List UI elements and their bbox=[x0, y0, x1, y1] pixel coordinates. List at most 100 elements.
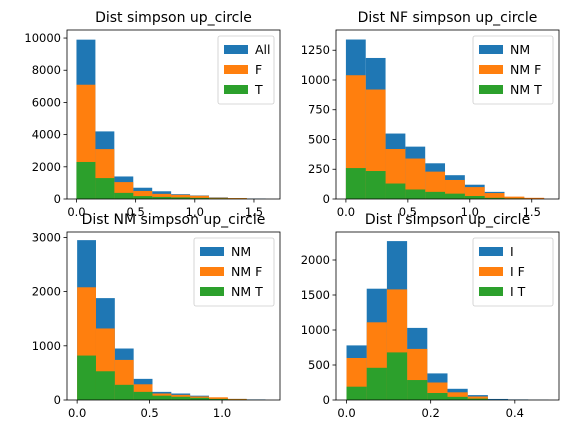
y-tick-label: 0 bbox=[54, 393, 61, 407]
legend-label: NM bbox=[231, 244, 251, 259]
histogram-bar bbox=[171, 194, 191, 199]
histogram-bar bbox=[152, 196, 172, 199]
legend-swatch bbox=[224, 85, 248, 94]
y-tick-label: 250 bbox=[308, 162, 330, 176]
legend-label: NM bbox=[510, 42, 530, 57]
x-tick-label: 0.2 bbox=[422, 406, 440, 420]
legend: NM NM F NM T bbox=[472, 35, 554, 105]
histogram-bar bbox=[345, 168, 366, 199]
histogram-bar bbox=[95, 371, 115, 400]
histogram-bar bbox=[209, 397, 228, 400]
chart-3: Dist NM simpson up_circle 0.0 0.5 1.0 0 1000 2… bbox=[32, 212, 281, 420]
histogram-bar bbox=[405, 189, 426, 199]
y-tick-label: 500 bbox=[308, 358, 330, 372]
histogram-bar bbox=[114, 384, 134, 400]
histogram-bar bbox=[346, 386, 367, 400]
y-tick-label: 1000 bbox=[301, 73, 330, 87]
series-nm-t bbox=[345, 168, 525, 199]
histogram-bar bbox=[152, 193, 172, 199]
x-tick-label: 1.5 bbox=[523, 205, 541, 219]
x-tick-label: 0.0 bbox=[67, 205, 85, 219]
y-tick-label: 2000 bbox=[32, 160, 61, 174]
y-tick-label: 10000 bbox=[24, 31, 61, 45]
chart-title: Dist simpson up_circle bbox=[95, 10, 252, 26]
histogram-bar bbox=[133, 190, 153, 199]
y-tick-label: 750 bbox=[308, 103, 330, 117]
legend-label: NM T bbox=[231, 284, 263, 299]
histogram-bar bbox=[407, 380, 428, 400]
y-tick-label: 0 bbox=[323, 192, 330, 206]
histogram-bar bbox=[133, 391, 153, 400]
histogram-bar bbox=[95, 178, 115, 199]
histogram-bar bbox=[427, 393, 448, 400]
series-t bbox=[76, 161, 247, 199]
legend-swatch bbox=[224, 65, 248, 74]
y-tick-label: 1000 bbox=[301, 323, 330, 337]
chart-4: Dist I simpson up_circle 0.0 0.2 0.4 0 500 100… bbox=[301, 212, 560, 420]
histogram-bar bbox=[447, 396, 468, 400]
legend-swatch bbox=[200, 267, 224, 276]
y-tick-label: 500 bbox=[308, 132, 330, 146]
histogram-bar bbox=[467, 396, 488, 400]
chart-2: Dist NF simpson up_circle 0.0 0.5 1.0 1.5 0 25… bbox=[301, 10, 560, 219]
histogram-bar bbox=[133, 196, 153, 199]
y-tick-label: 2000 bbox=[301, 253, 330, 267]
y-tick-label: 3000 bbox=[32, 230, 61, 244]
histogram-bar bbox=[77, 355, 96, 400]
y-tick-label: 1250 bbox=[301, 43, 330, 57]
chart-1: Dist simpson up_circle 0.0 0.5 1.0 1.5 0 2000 4… bbox=[24, 10, 281, 219]
histogram-bar bbox=[366, 367, 387, 400]
histogram-bar bbox=[487, 398, 509, 400]
legend-label: NM F bbox=[510, 62, 541, 77]
legend-swatch bbox=[479, 45, 503, 54]
chart-title: Dist NM simpson up_circle bbox=[82, 212, 266, 228]
histogram-bar bbox=[464, 196, 485, 199]
legend-swatch bbox=[200, 247, 224, 256]
histogram-bar bbox=[190, 197, 209, 199]
histogram-bar bbox=[190, 397, 209, 400]
histogram-bar bbox=[152, 395, 172, 400]
legend: I I F I T bbox=[472, 237, 554, 307]
chart-title: Dist NF simpson up_circle bbox=[358, 10, 538, 26]
x-tick-label: 1.5 bbox=[245, 205, 263, 219]
legend-label: I T bbox=[510, 284, 526, 299]
legend: NM NM F NM T bbox=[193, 237, 275, 307]
histogram-bar bbox=[405, 158, 426, 199]
x-tick-label: 1.0 bbox=[186, 205, 204, 219]
histogram-bar bbox=[171, 197, 191, 199]
y-tick-label: 1000 bbox=[32, 339, 61, 353]
legend-swatch bbox=[479, 65, 503, 74]
histogram-bar bbox=[365, 171, 386, 199]
histogram-bar bbox=[447, 392, 468, 400]
histogram-bar bbox=[425, 191, 446, 199]
y-tick-label: 6000 bbox=[32, 95, 61, 109]
histogram-bar bbox=[386, 352, 408, 400]
histogram-bar bbox=[484, 193, 505, 199]
x-tick-label: 1.0 bbox=[213, 406, 231, 420]
y-tick-label: 0 bbox=[54, 192, 61, 206]
axes-frame bbox=[66, 231, 281, 401]
legend: All FT bbox=[217, 35, 275, 105]
histogram-bar bbox=[209, 398, 228, 400]
histogram-bar bbox=[467, 398, 488, 400]
legend-label: NM F bbox=[231, 264, 262, 279]
x-tick-label: 0.0 bbox=[68, 406, 86, 420]
histogram-bar bbox=[190, 195, 209, 199]
legend-swatch bbox=[479, 85, 503, 94]
legend-label: T bbox=[254, 82, 263, 97]
histogram-bar bbox=[76, 161, 96, 199]
histogram-bar bbox=[114, 192, 134, 199]
y-tick-label: 4000 bbox=[32, 128, 61, 142]
legend-swatch bbox=[479, 247, 503, 256]
histogram-bar bbox=[464, 187, 485, 199]
legend-label: F bbox=[255, 62, 262, 77]
y-tick-label: 2000 bbox=[32, 285, 61, 299]
legend-label: I bbox=[510, 244, 514, 259]
y-tick-label: 1500 bbox=[301, 288, 330, 302]
legend-label: I F bbox=[510, 264, 525, 279]
legend-swatch bbox=[479, 267, 503, 276]
series-i-t bbox=[346, 352, 488, 400]
x-tick-label: 0.4 bbox=[506, 406, 524, 420]
y-tick-label: 8000 bbox=[32, 63, 61, 77]
